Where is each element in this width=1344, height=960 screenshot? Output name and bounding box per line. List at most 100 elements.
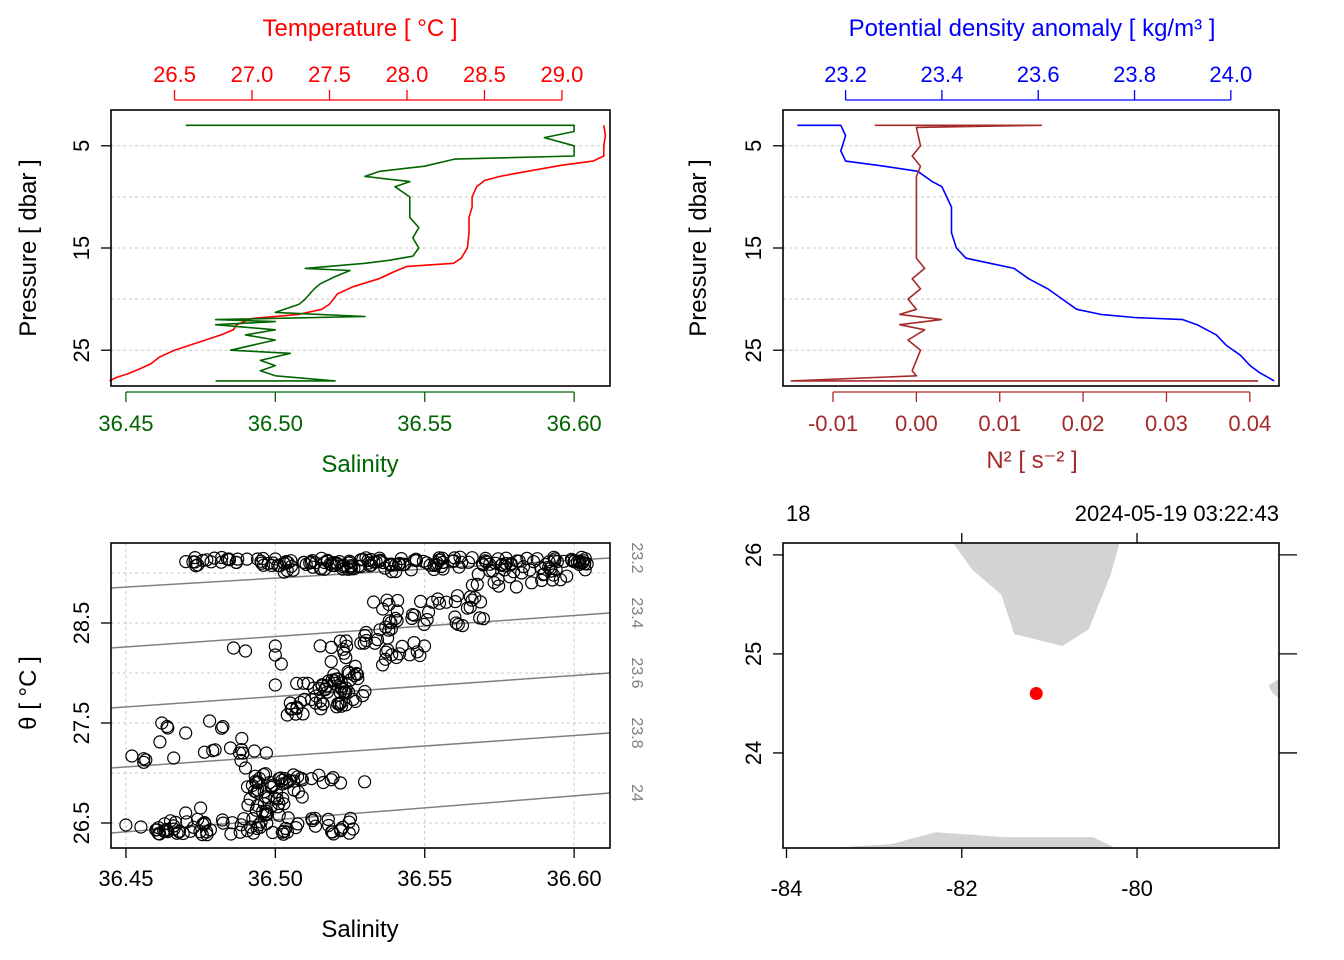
- bottom-tick-label: 0.02: [1062, 411, 1105, 436]
- isopycnal-line: [110, 732, 611, 769]
- series-line-n-: [790, 124, 1259, 382]
- ts-point: [260, 816, 274, 831]
- ts-point: [337, 685, 351, 699]
- ts-point: [244, 820, 258, 834]
- ts-point: [197, 815, 212, 830]
- ts-point: [578, 563, 592, 577]
- salinity-tick-label: 36.45: [98, 866, 153, 891]
- pressure-tick-label: 25: [69, 338, 94, 362]
- ts-point: [254, 815, 268, 829]
- ts-point: [206, 743, 220, 758]
- ts-point: [448, 594, 462, 609]
- theta-tick-label: 27.5: [69, 702, 94, 745]
- ts-point: [215, 721, 229, 735]
- ts-point: [291, 770, 305, 784]
- ts-point: [322, 818, 336, 833]
- ts-point: [346, 822, 360, 836]
- salinity-tick-label: 36.55: [397, 866, 452, 891]
- n2-axis-title: N² [ s⁻² ]: [986, 447, 1077, 474]
- ts-point: [280, 563, 294, 578]
- ts-diagram-panel: Salinity θ [ °C ]: [15, 656, 399, 943]
- ts-point: [125, 749, 139, 763]
- ts-point: [465, 593, 479, 607]
- ts-point: [339, 698, 353, 712]
- ts-point: [279, 821, 293, 836]
- ts-point: [390, 604, 404, 618]
- ts-point: [503, 570, 517, 584]
- ts-point: [358, 775, 372, 789]
- ts-point: [553, 573, 568, 587]
- ts-point: [336, 562, 350, 576]
- ts-point: [439, 595, 453, 609]
- latitude-tick-label: 24: [741, 741, 766, 765]
- bottom-tick-label: 36.45: [98, 411, 153, 436]
- chart-marks: 5 15 25 36.45 36.50 36.55 36.60 26.5 27.0 27.5 28.…: [69, 62, 1297, 901]
- isopycnal-label: 24: [628, 784, 645, 802]
- ts-point: [341, 562, 355, 576]
- ts-point: [240, 552, 254, 566]
- ts-point: [364, 552, 378, 567]
- ts-point: [238, 644, 253, 658]
- top-tick-label: 23.4: [920, 62, 963, 87]
- ts-point: [358, 628, 372, 643]
- ts-point: [237, 812, 251, 826]
- latitude-tick-label: 25: [741, 642, 766, 666]
- ts-point: [324, 640, 338, 655]
- ts-point: [265, 558, 279, 573]
- ts-point: [305, 812, 319, 826]
- ts-point: [316, 697, 330, 711]
- ts-point: [509, 580, 524, 594]
- ts-point: [451, 617, 465, 632]
- ts-point: [350, 667, 364, 682]
- ts-point: [277, 797, 291, 811]
- ts-point: [167, 751, 181, 765]
- ts-point: [422, 605, 436, 619]
- ts-frame: [110, 542, 611, 849]
- ts-point: [281, 811, 295, 825]
- ts-point: [318, 562, 332, 576]
- ts-point: [348, 694, 362, 709]
- plot-frame: [110, 109, 611, 387]
- ts-point: [544, 564, 558, 578]
- ts-point: [331, 672, 345, 686]
- ts-point: [404, 563, 418, 577]
- ts-point: [269, 785, 284, 799]
- ts-point: [420, 612, 434, 627]
- pressure-tick-label: 5: [741, 140, 766, 152]
- isopycnal-line: [110, 557, 611, 589]
- ts-point: [327, 668, 341, 682]
- ts-point: [410, 645, 424, 659]
- map-frame: [782, 542, 1280, 849]
- ts-point: [382, 623, 396, 637]
- salinity-tick-label: 36.60: [547, 866, 602, 891]
- top-tick-label: 29.0: [541, 62, 584, 87]
- ts-point: [470, 577, 484, 592]
- ts-point: [259, 746, 273, 760]
- ts-point: [332, 696, 347, 710]
- top-tick-label: 23.2: [824, 62, 867, 87]
- ts-point: [197, 745, 212, 759]
- density-n2-panel: Potential density anomaly [ kg/m³ ] N² […: [685, 15, 1215, 474]
- ts-point: [243, 792, 257, 806]
- ts-point: [149, 823, 163, 837]
- bottom-tick-label: 0.04: [1228, 411, 1271, 436]
- ts-point: [478, 551, 493, 566]
- isopycnal-label: 23.2: [628, 542, 645, 573]
- ts-point: [270, 792, 284, 806]
- ts-point: [349, 666, 364, 681]
- ts-point: [381, 643, 395, 657]
- ts-point: [139, 753, 153, 767]
- top-tick-label: 26.5: [153, 62, 196, 87]
- ts-point: [207, 551, 221, 565]
- bottom-tick-label: 36.50: [248, 411, 303, 436]
- ts-point: [379, 645, 393, 659]
- isopycnal-label: 23.4: [628, 597, 645, 628]
- ts-point: [324, 654, 338, 669]
- ts-point: [330, 700, 344, 714]
- top-tick-label: 28.5: [463, 62, 506, 87]
- ts-point: [344, 560, 358, 574]
- ts-point: [339, 634, 353, 648]
- ts-point: [449, 616, 463, 630]
- ts-point: [407, 608, 422, 622]
